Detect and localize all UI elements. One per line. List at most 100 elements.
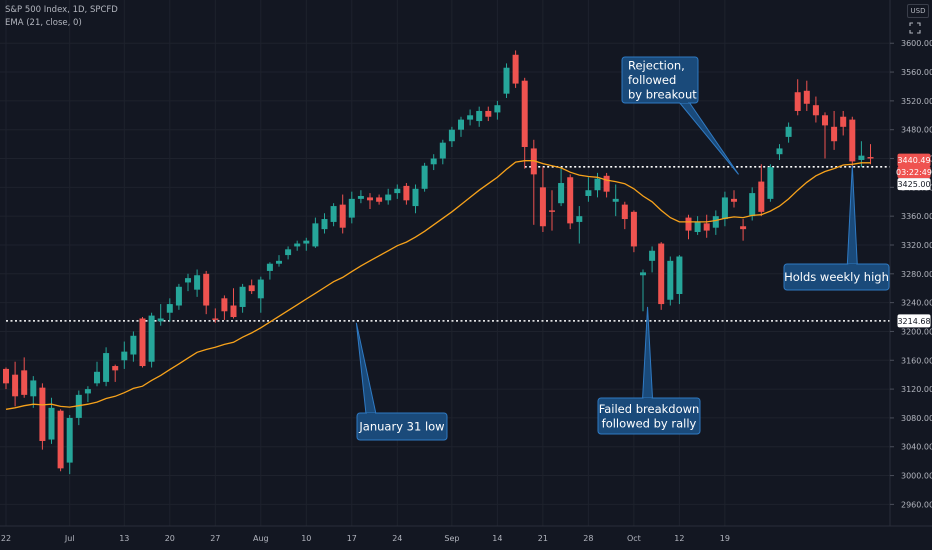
x-tick-label: Aug bbox=[253, 534, 269, 543]
candle-up bbox=[585, 177, 592, 202]
candle-body bbox=[339, 204, 346, 228]
candle-down bbox=[57, 409, 64, 472]
candle-body bbox=[812, 105, 819, 116]
candle-up bbox=[649, 246, 656, 273]
candle-down bbox=[840, 110, 847, 136]
currency-label[interactable]: USD bbox=[907, 4, 929, 18]
candle-body bbox=[530, 148, 537, 175]
candle-down bbox=[203, 270, 210, 315]
candle-down bbox=[812, 96, 819, 123]
svg-text:3440.49: 3440.49 bbox=[897, 156, 930, 165]
candle-up bbox=[412, 184, 419, 214]
candle-down bbox=[521, 77, 528, 169]
candle-body bbox=[448, 129, 455, 142]
candle-down bbox=[139, 317, 146, 368]
candle-body bbox=[357, 195, 364, 199]
candle-body bbox=[57, 410, 64, 469]
candle-up bbox=[121, 341, 128, 369]
candle-up bbox=[148, 312, 155, 368]
candle-up bbox=[394, 184, 401, 199]
candle-body bbox=[458, 119, 464, 130]
time-axis[interactable]: 22 Jul 13 20 27 Aug 10 17 24 Sep 14 21 28 Oct 12 19 bbox=[1, 534, 730, 543]
annotation-text: followed by rally bbox=[602, 416, 697, 430]
candle-down bbox=[12, 361, 19, 407]
last-price-tag: 3440.49 bbox=[897, 153, 931, 167]
candle-body bbox=[203, 273, 210, 306]
candle-up bbox=[175, 283, 182, 310]
candle-body bbox=[503, 67, 510, 94]
candle-body bbox=[39, 387, 46, 441]
candle-down bbox=[248, 279, 255, 294]
candle-body bbox=[84, 389, 91, 394]
x-tick-label: Oct bbox=[627, 534, 641, 543]
candle-body bbox=[148, 315, 155, 362]
candle-down bbox=[849, 116, 856, 168]
candle-up bbox=[257, 276, 264, 313]
candle-up bbox=[476, 106, 483, 127]
candle-down bbox=[794, 79, 801, 116]
candle-body bbox=[266, 263, 273, 271]
y-tick-label: 3000.00 bbox=[901, 472, 932, 481]
x-tick-label: 19 bbox=[720, 534, 730, 543]
candle-down bbox=[230, 288, 237, 319]
annotation-text: followed bbox=[628, 73, 676, 87]
y-tick-label: 3360.00 bbox=[901, 212, 932, 221]
candle-body bbox=[521, 80, 528, 147]
expand-icon[interactable] bbox=[909, 22, 921, 34]
level-3425-tag: 3425.00 bbox=[897, 178, 931, 191]
candle-body bbox=[494, 105, 501, 113]
candle-up bbox=[503, 63, 510, 98]
y-tick-label: 3120.00 bbox=[901, 385, 932, 394]
candle-up bbox=[285, 246, 292, 260]
candle-up bbox=[430, 154, 437, 171]
candle-body bbox=[794, 92, 801, 111]
candle-body bbox=[230, 305, 237, 318]
candle-body bbox=[103, 353, 110, 382]
y-tick-label: 3040.00 bbox=[901, 443, 932, 452]
candle-up bbox=[103, 347, 110, 387]
candle-up bbox=[785, 122, 792, 143]
candle-down bbox=[803, 80, 810, 111]
candle-body bbox=[603, 175, 610, 192]
ema-21-line bbox=[5, 160, 871, 410]
candle-body bbox=[139, 318, 146, 367]
candle-body bbox=[685, 217, 692, 231]
candle-down bbox=[530, 139, 537, 225]
candle-body bbox=[403, 185, 410, 201]
candle-down bbox=[112, 364, 119, 382]
annotation-box bbox=[783, 263, 890, 291]
candle-body bbox=[330, 206, 337, 222]
y-tick-label: 3160.00 bbox=[901, 356, 932, 365]
candle-up bbox=[330, 203, 337, 227]
candle-up bbox=[385, 188, 392, 205]
candle-body bbox=[612, 198, 619, 202]
candle-down bbox=[485, 106, 492, 122]
candle-down bbox=[703, 214, 710, 238]
candle-down bbox=[403, 183, 410, 205]
candle-body bbox=[558, 183, 565, 204]
candle-down bbox=[39, 383, 46, 450]
candle-body bbox=[276, 260, 282, 264]
candle-body bbox=[831, 126, 838, 142]
price-tags: 3214.68 3440.49 03:22:49 3425.00 bbox=[896, 153, 932, 328]
candle-body bbox=[858, 155, 865, 160]
y-tick-label: 3240.00 bbox=[901, 299, 932, 308]
candle-body bbox=[3, 368, 9, 384]
candle-body bbox=[539, 187, 546, 227]
ema-legend: EMA (21, close, 0) bbox=[5, 18, 82, 28]
candle-body bbox=[712, 216, 719, 228]
countdown-tag: 03:22:49 bbox=[896, 166, 932, 179]
y-tick-label: 2960.00 bbox=[901, 500, 932, 509]
candle-body bbox=[849, 119, 856, 162]
candle-body bbox=[567, 177, 574, 224]
candle-body bbox=[439, 142, 446, 159]
candle-up bbox=[767, 164, 774, 202]
candle-body bbox=[166, 304, 173, 313]
candle-body bbox=[21, 370, 28, 395]
candle-body bbox=[175, 286, 182, 306]
candle-body bbox=[75, 394, 82, 418]
candle-body bbox=[412, 188, 419, 207]
annotation-box bbox=[356, 412, 448, 441]
